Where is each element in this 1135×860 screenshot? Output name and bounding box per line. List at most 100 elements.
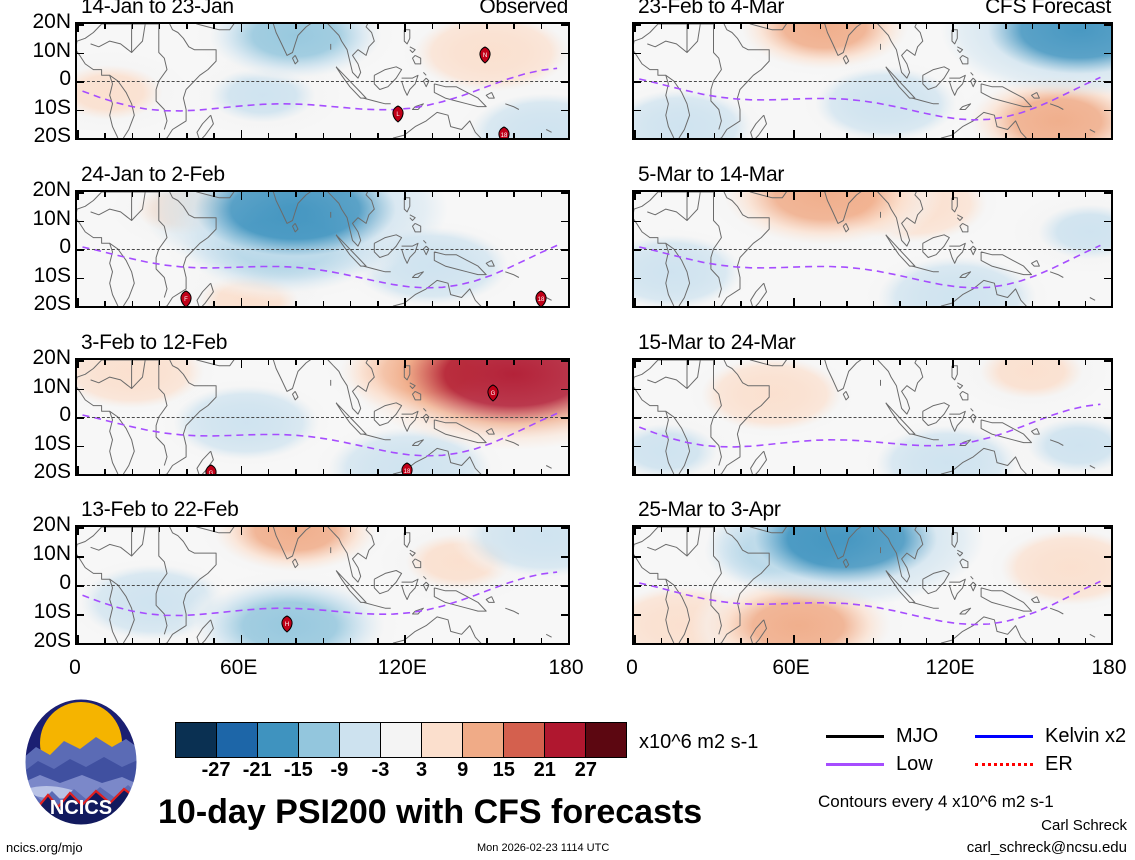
storm-marker[interactable]: N [478, 46, 491, 64]
svg-text:18: 18 [501, 133, 508, 139]
x-tick [513, 301, 515, 306]
x-tick [978, 527, 980, 532]
site-url-link[interactable]: ncics.org/mjo [6, 840, 83, 855]
y-axis-label: 10S [33, 431, 71, 455]
x-tick [687, 527, 689, 532]
x-tick [104, 638, 106, 643]
y-tick [561, 614, 568, 616]
storm-marker[interactable]: G [204, 464, 217, 476]
x-tick [568, 298, 570, 306]
storm-marker[interactable]: 18 [497, 126, 510, 139]
panel-title: 25-Mar to 3-Apr [638, 498, 781, 521]
x-tick [431, 527, 434, 532]
map-plot-area[interactable]: N L 18 [75, 22, 570, 140]
x-tick [899, 133, 901, 138]
map-plot-area[interactable] [632, 358, 1113, 476]
x-tick [740, 24, 742, 29]
x-tick [660, 301, 662, 306]
y-axis-label: 0 [59, 67, 71, 90]
x-tick [131, 192, 134, 197]
x-tick [1031, 527, 1033, 532]
map-plot-area[interactable]: G G 18 [75, 358, 570, 476]
x-tick [846, 192, 848, 197]
x-tick [186, 192, 188, 197]
y-tick [561, 277, 568, 279]
y-tick [561, 360, 568, 362]
map-panel-6: 5-Mar to 14-Mar [632, 164, 1113, 308]
x-tick [899, 192, 901, 197]
x-tick [486, 527, 488, 532]
x-tick [213, 192, 215, 197]
x-tick [295, 360, 297, 365]
y-axis-label: 10N [32, 206, 71, 230]
colorbar-swatch [545, 723, 586, 757]
map-plot-area[interactable]: H [75, 525, 570, 645]
y-tick [561, 585, 568, 587]
x-tick [322, 469, 324, 474]
y-tick [634, 417, 641, 419]
x-tick [1084, 192, 1086, 197]
map-plot-area[interactable] [632, 190, 1113, 308]
colorbar[interactable] [175, 722, 627, 758]
x-tick [404, 24, 406, 32]
y-tick [561, 643, 568, 645]
x-tick [349, 469, 352, 474]
author-email[interactable]: carl_schreck@ncsu.edu [966, 839, 1127, 856]
svg-text:G: G [208, 471, 213, 476]
y-tick [77, 585, 84, 587]
y-tick [634, 138, 641, 140]
x-tick [431, 192, 434, 197]
y-tick [77, 52, 84, 54]
x-tick [687, 133, 689, 138]
x-tick [431, 301, 434, 306]
storm-marker[interactable]: 18 [534, 290, 547, 306]
x-tick [766, 24, 768, 29]
colorbar-tick-label: -27 [201, 759, 231, 781]
storm-marker[interactable]: H [281, 615, 294, 633]
colorbar-swatch [381, 723, 422, 757]
x-tick [687, 360, 689, 365]
x-tick [1084, 469, 1086, 474]
x-tick [793, 130, 795, 138]
y-tick [634, 360, 641, 362]
x-tick [872, 192, 874, 197]
contour-field [634, 527, 1111, 643]
x-tick [687, 638, 689, 643]
x-tick [513, 527, 515, 532]
map-plot-area[interactable]: F 18 [75, 190, 570, 308]
x-tick [431, 133, 434, 138]
y-axis-labels: 20N 10N 0 10S 20S [9, 347, 71, 482]
x-tick [240, 192, 243, 200]
y-tick [77, 81, 84, 83]
x-tick [1005, 24, 1007, 29]
y-tick [77, 192, 84, 194]
x-tick [104, 133, 106, 138]
x-axis-label: 120E [377, 656, 427, 679]
x-tick [77, 130, 79, 138]
x-tick [267, 469, 270, 474]
storm-marker[interactable]: L [391, 105, 404, 123]
x-tick [634, 527, 636, 535]
x-tick [131, 360, 134, 365]
x-tick [240, 298, 243, 306]
storm-marker[interactable]: F [180, 290, 193, 306]
x-tick [766, 469, 768, 474]
colorbar-tick-label: 9 [457, 759, 469, 781]
x-tick [793, 360, 795, 368]
storm-marker[interactable]: G [486, 384, 499, 402]
x-tick [793, 298, 795, 306]
x-tick [687, 24, 689, 29]
x-tick [131, 133, 134, 138]
map-plot-area[interactable] [632, 525, 1113, 645]
map-plot-area[interactable] [632, 22, 1113, 140]
x-tick [925, 133, 927, 138]
storm-marker[interactable]: 18 [401, 462, 414, 474]
x-tick [295, 301, 297, 306]
x-tick [925, 24, 927, 29]
y-tick [1104, 643, 1111, 645]
x-tick [1005, 527, 1007, 532]
equator-line [77, 417, 568, 418]
map-panel-3: 3-Feb to 12-Feb G G 18 [75, 332, 570, 476]
x-tick [404, 130, 406, 138]
x-tick [322, 192, 324, 197]
